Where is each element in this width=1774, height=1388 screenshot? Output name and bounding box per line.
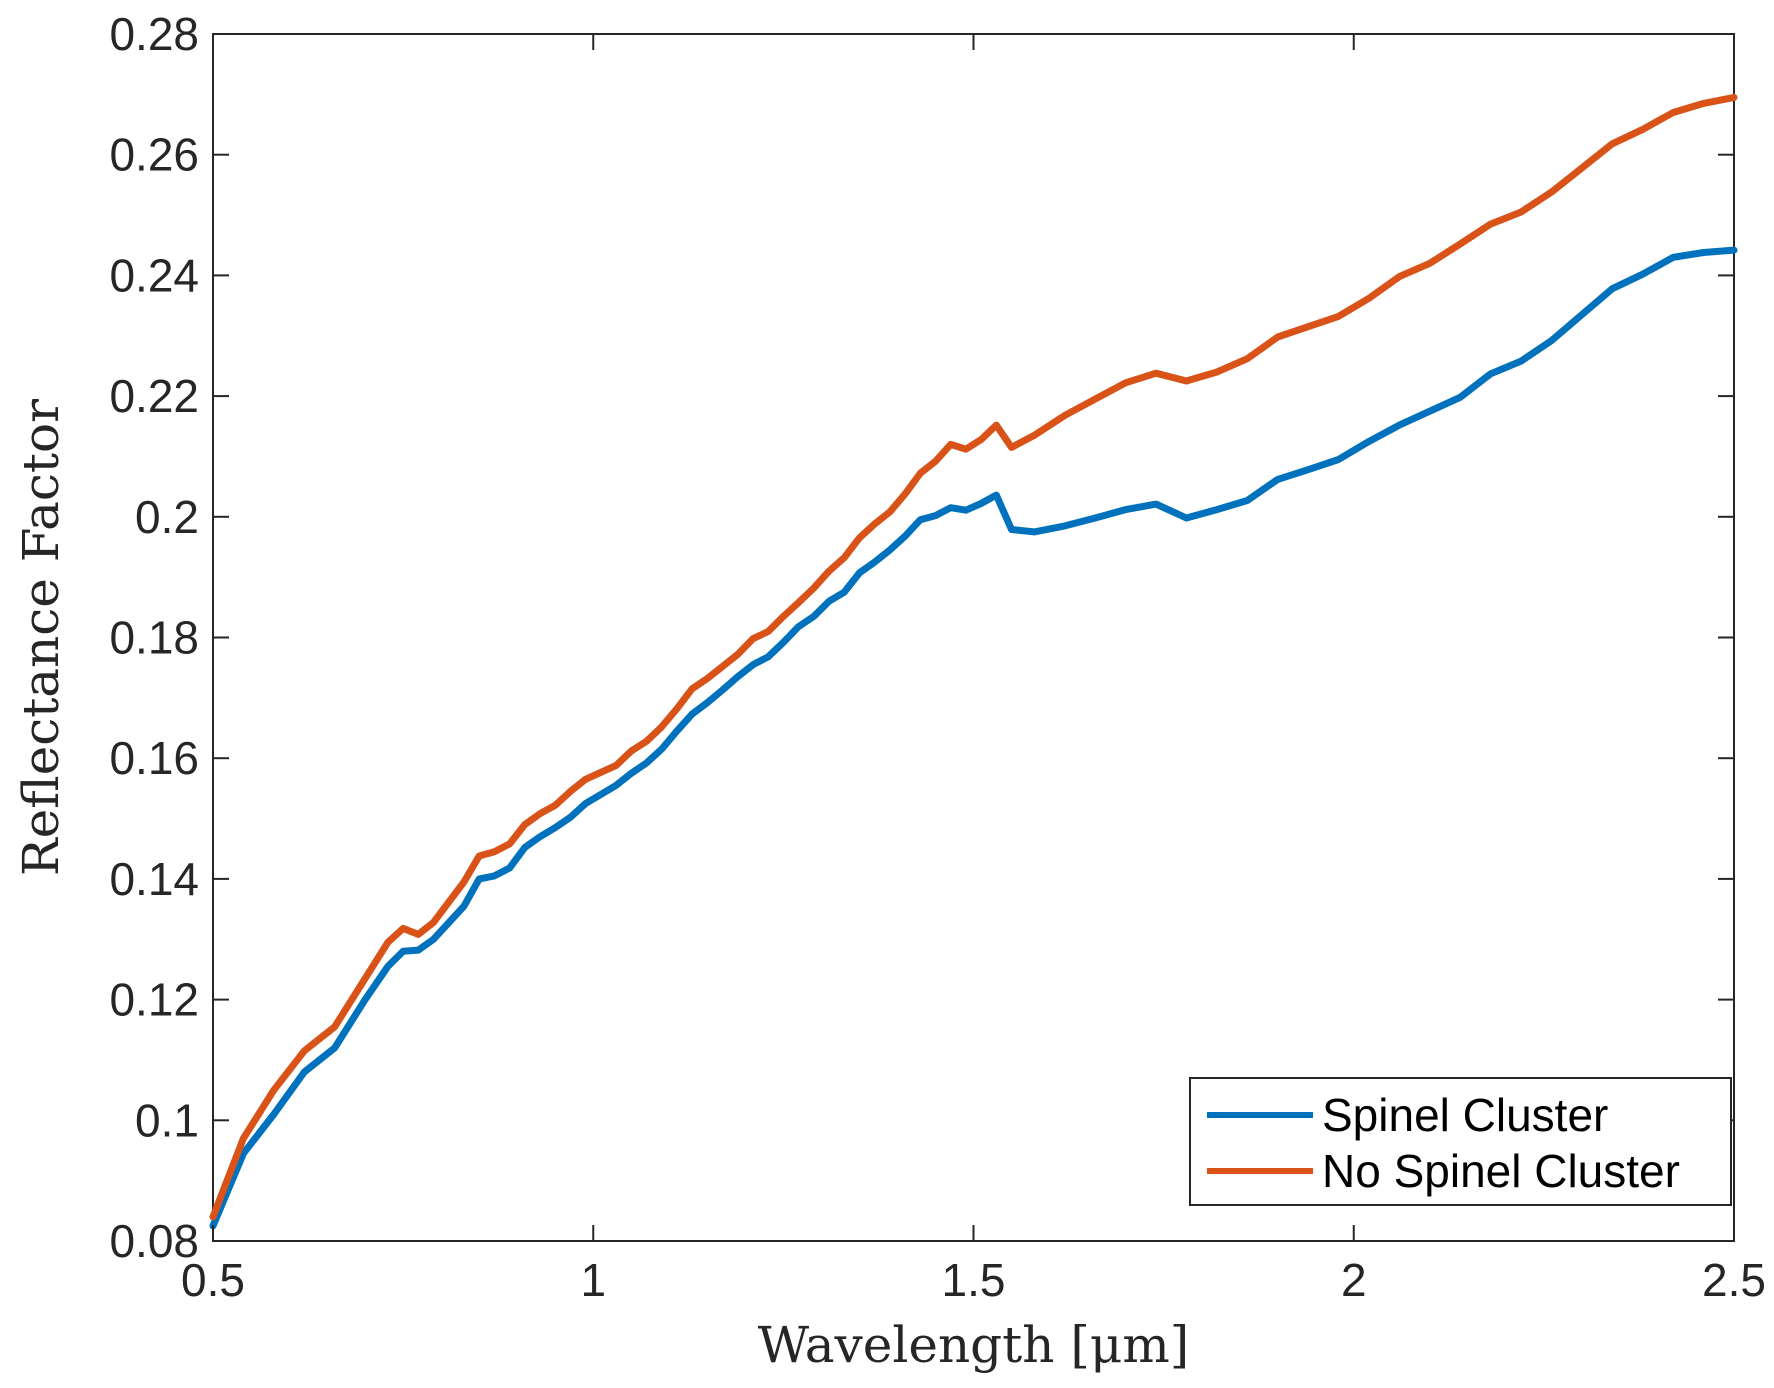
legend-label-no-spinel-cluster: No Spinel Cluster — [1322, 1145, 1680, 1197]
legend: Spinel Cluster No Spinel Cluster — [1189, 1077, 1732, 1206]
y-tick-label: 0.18 — [109, 612, 199, 664]
series-line-spinel-cluster — [209, 246, 1738, 1230]
y-tick-label: 0.2 — [135, 491, 199, 543]
series-line-no-spinel-cluster — [209, 93, 1738, 1221]
ticks-layer: 0.5 1 1.5 2 2.5 0.08 0.1 0.12 0.14 0.16 0.18 0.2 0.2… — [109, 8, 1766, 1306]
axes-box — [212, 33, 1735, 1242]
x-tick-label: 2 — [1341, 1254, 1367, 1306]
y-tick-label: 0.26 — [109, 129, 199, 181]
x-axis-title: Wavelength [μm] — [758, 1316, 1190, 1374]
y-tick-label: 0.08 — [109, 1215, 199, 1267]
plot-area: 0.5 1 1.5 2 2.5 0.08 0.1 0.12 0.14 0.16 0.18 0.2 0.2… — [109, 8, 1766, 1306]
x-tick-label: 0.5 — [181, 1254, 245, 1306]
y-tick-label: 0.1 — [135, 1094, 199, 1146]
y-tick-label: 0.16 — [109, 732, 199, 784]
y-tick-label: 0.12 — [109, 974, 199, 1026]
y-tick-label: 0.22 — [109, 370, 199, 422]
series-layer — [209, 93, 1738, 1230]
legend-box — [1189, 1077, 1732, 1206]
y-axis-title: Reflectance Factor — [12, 399, 70, 876]
x-tick-label: 2.5 — [1702, 1254, 1766, 1306]
y-tick-label: 0.24 — [109, 249, 199, 301]
y-tick-label: 0.28 — [109, 8, 199, 60]
x-tick-label: 1 — [580, 1254, 606, 1306]
x-tick-label: 1.5 — [942, 1254, 1006, 1306]
y-tick-label: 0.14 — [109, 853, 199, 905]
legend-label-spinel-cluster: Spinel Cluster — [1322, 1089, 1608, 1141]
